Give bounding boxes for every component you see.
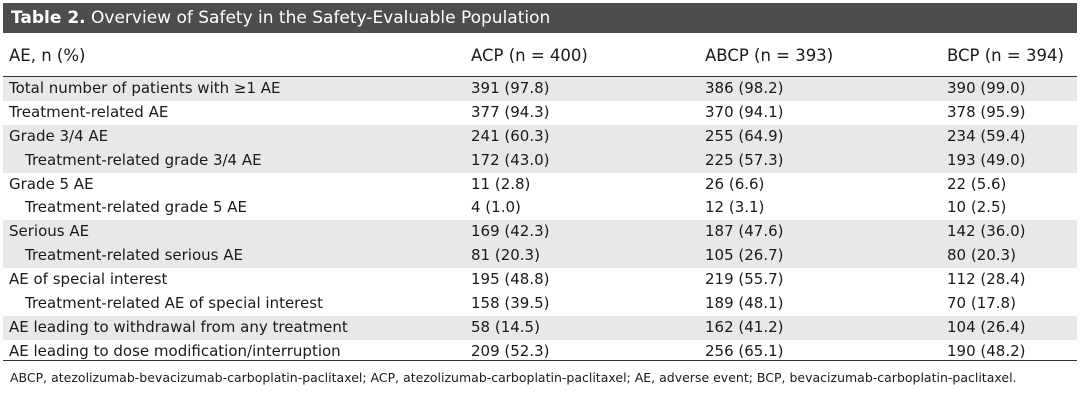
row-label: AE leading to dose modification/interrup… xyxy=(9,341,341,360)
abcp-value: 26 (6.6) xyxy=(705,174,765,193)
acp-value: 158 (39.5) xyxy=(471,294,550,313)
table-row: Grade 3/4 AE 241 (60.3) 255 (64.9) 234 (… xyxy=(3,124,1077,149)
row-label: Total number of patients with ≥1 AE xyxy=(9,79,281,97)
row-label: Serious AE xyxy=(9,222,90,241)
acp-value: 391 (97.8) xyxy=(471,79,550,97)
row-label: Treatment-related serious AE xyxy=(25,246,243,265)
column-header-acp: ACP (n = 400) xyxy=(471,46,588,65)
acp-value: 377 (94.3) xyxy=(471,102,550,121)
bcp-value: 378 (95.9) xyxy=(947,102,1026,121)
abcp-value: 386 (98.2) xyxy=(705,79,784,97)
abcp-value: 162 (41.2) xyxy=(705,317,784,336)
table-footnote: ABCP, atezolizumab-bevacizumab-carboplat… xyxy=(10,370,1017,385)
table-row: AE leading to dose modification/interrup… xyxy=(3,340,1077,364)
row-label: Treatment-related AE of special interest xyxy=(25,294,323,313)
acp-value: 172 (43.0) xyxy=(471,150,550,169)
column-header-ae: AE, n (%) xyxy=(9,46,86,65)
acp-value: 169 (42.3) xyxy=(471,222,550,241)
abcp-value: 105 (26.7) xyxy=(705,246,784,265)
bcp-value: 80 (20.3) xyxy=(947,246,1016,265)
acp-value: 209 (52.3) xyxy=(471,341,550,360)
bcp-value: 193 (49.0) xyxy=(947,150,1026,169)
acp-value: 58 (14.5) xyxy=(471,317,540,336)
abcp-value: 187 (47.6) xyxy=(705,222,784,241)
bcp-value: 390 (99.0) xyxy=(947,79,1026,97)
abcp-value: 219 (55.7) xyxy=(705,270,784,289)
table-row: Treatment-related serious AE 81 (20.3) 1… xyxy=(3,244,1077,269)
bcp-value: 190 (48.2) xyxy=(947,341,1026,360)
acp-value: 11 (2.8) xyxy=(471,174,531,193)
row-label: Treatment-related AE xyxy=(9,102,169,121)
row-label: AE of special interest xyxy=(9,270,168,289)
table-row: Total number of patients with ≥1 AE 391 … xyxy=(3,77,1077,101)
table-row: Treatment-related grade 3/4 AE 172 (43.0… xyxy=(3,148,1077,173)
row-label: Grade 5 AE xyxy=(9,174,94,193)
table-row: Treatment-related AE of special interest… xyxy=(3,292,1077,316)
abcp-value: 256 (65.1) xyxy=(705,341,784,360)
bcp-value: 70 (17.8) xyxy=(947,294,1016,313)
acp-value: 4 (1.0) xyxy=(471,198,521,217)
bcp-value: 142 (36.0) xyxy=(947,222,1026,241)
column-header-abcp: ABCP (n = 393) xyxy=(705,46,834,65)
abcp-value: 370 (94.1) xyxy=(705,102,784,121)
row-label: Treatment-related grade 5 AE xyxy=(25,198,248,217)
bcp-value: 112 (28.4) xyxy=(947,270,1026,289)
table-row: Treatment-related grade 5 AE 4 (1.0) 12 … xyxy=(3,196,1077,220)
table-row: Grade 5 AE 11 (2.8) 26 (6.6) 22 (5.6) xyxy=(3,173,1077,197)
table-title: Table 2. Overview of Safety in the Safet… xyxy=(3,3,1077,33)
bcp-value: 104 (26.4) xyxy=(947,317,1026,336)
safety-table: AE, n (%) ACP (n = 400) ABCP (n = 393) B… xyxy=(3,36,1077,364)
table-row: AE leading to withdrawal from any treatm… xyxy=(3,315,1077,340)
abcp-value: 225 (57.3) xyxy=(705,150,784,169)
table-row: Serious AE 169 (42.3) 187 (47.6) 142 (36… xyxy=(3,220,1077,245)
row-label: Treatment-related grade 3/4 AE xyxy=(25,150,262,169)
acp-value: 81 (20.3) xyxy=(471,246,540,265)
bcp-value: 10 (2.5) xyxy=(947,198,1007,217)
bcp-value: 234 (59.4) xyxy=(947,126,1026,145)
table-header-row: AE, n (%) ACP (n = 400) ABCP (n = 393) B… xyxy=(3,36,1077,77)
table-bottom-rule xyxy=(3,360,1077,361)
table-row: AE of special interest 195 (48.8) 219 (5… xyxy=(3,268,1077,292)
acp-value: 241 (60.3) xyxy=(471,126,550,145)
acp-value: 195 (48.8) xyxy=(471,270,550,289)
row-label: AE leading to withdrawal from any treatm… xyxy=(9,317,348,336)
bcp-value: 22 (5.6) xyxy=(947,174,1007,193)
table-number: Table 2. xyxy=(11,8,86,28)
row-label: Grade 3/4 AE xyxy=(9,126,109,145)
abcp-value: 255 (64.9) xyxy=(705,126,784,145)
abcp-value: 189 (48.1) xyxy=(705,294,784,313)
table-caption: Overview of Safety in the Safety-Evaluab… xyxy=(91,8,551,28)
column-header-bcp: BCP (n = 394) xyxy=(947,46,1064,65)
table-row: Treatment-related AE 377 (94.3) 370 (94.… xyxy=(3,101,1077,125)
abcp-value: 12 (3.1) xyxy=(705,198,765,217)
